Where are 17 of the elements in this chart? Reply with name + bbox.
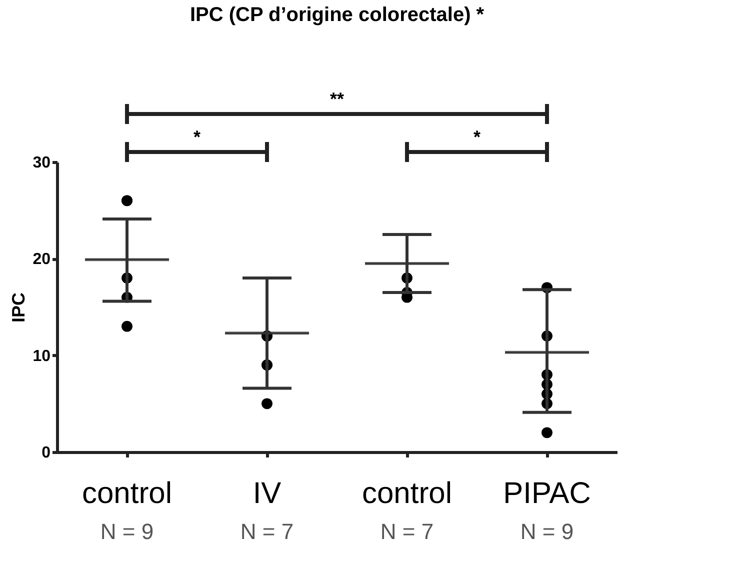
x-tick-label: control (82, 477, 172, 510)
text: * (473, 127, 481, 147)
text: N = 7 (380, 519, 434, 544)
y-tick-label: 0 (42, 444, 51, 462)
text: * (193, 127, 201, 147)
text: N = 9 (100, 519, 154, 544)
chart-title: IPC (CP d’origine colorectale) * (190, 4, 484, 26)
x-tick-label: IV (252, 477, 282, 510)
text: N = 7 (240, 519, 294, 544)
y-axis-title: IPC (8, 292, 29, 323)
x-tick-label: PIPAC (503, 477, 591, 510)
text: N = 9 (520, 519, 574, 544)
text: ** (330, 89, 344, 109)
y-tick-label: 30 (32, 154, 51, 172)
y-tick-label: 20 (32, 251, 51, 268)
x-tick-label: control (362, 477, 452, 510)
y-tick-label: 10 (32, 348, 51, 365)
